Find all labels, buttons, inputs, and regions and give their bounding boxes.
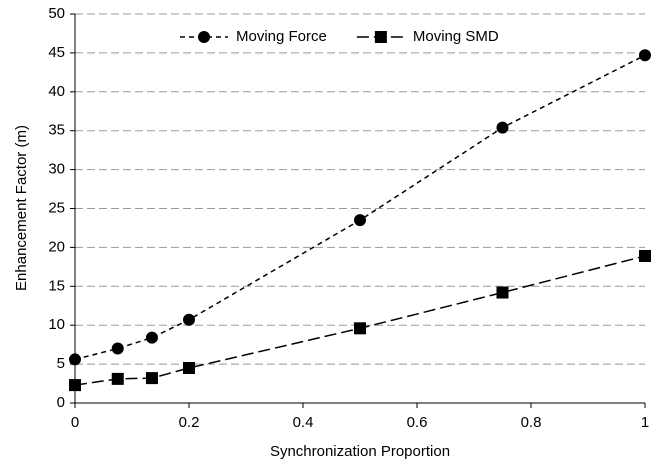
marker [111, 372, 124, 385]
x-tick-label: 0.2 [179, 414, 200, 431]
y-tick-label: 35 [48, 122, 65, 139]
y-tick-label: 25 [48, 199, 65, 216]
marker [354, 322, 366, 335]
y-tick-label: 50 [48, 5, 65, 22]
y-tick-label: 15 [48, 277, 65, 294]
marker [354, 214, 366, 227]
marker [145, 372, 158, 385]
legend-label: Moving SMD [413, 28, 499, 45]
series-line [74, 54, 646, 361]
y-tick-label: 40 [48, 83, 65, 100]
marker [183, 313, 195, 326]
x-tick-label: 0.6 [407, 414, 428, 431]
y-axis-label: Enhancement Factor (m) [13, 125, 30, 291]
y-tick-label: 0 [57, 394, 65, 411]
y-tick-label: 10 [48, 316, 65, 333]
y-tick-label: 30 [48, 161, 65, 178]
legend-marker [374, 31, 387, 43]
x-tick-label: 0 [71, 414, 79, 431]
marker [183, 361, 195, 374]
marker [496, 121, 509, 134]
legend-marker [198, 31, 210, 43]
marker [145, 331, 158, 344]
y-tick-label: 45 [48, 44, 65, 61]
x-tick-label: 0.8 [521, 414, 542, 431]
x-tick-label: 1 [641, 414, 649, 431]
marker [69, 379, 81, 392]
y-tick-label: 5 [57, 355, 65, 372]
series-line [74, 255, 646, 386]
marker [69, 353, 81, 366]
marker [496, 286, 509, 299]
marker [111, 342, 124, 355]
y-tick-label: 20 [48, 238, 65, 255]
x-axis-label: Synchronization Proportion [270, 443, 450, 460]
marker [639, 249, 651, 262]
x-tick-label: 0.4 [293, 414, 314, 431]
marker [639, 49, 651, 62]
legend-label: Moving Force [236, 28, 327, 45]
